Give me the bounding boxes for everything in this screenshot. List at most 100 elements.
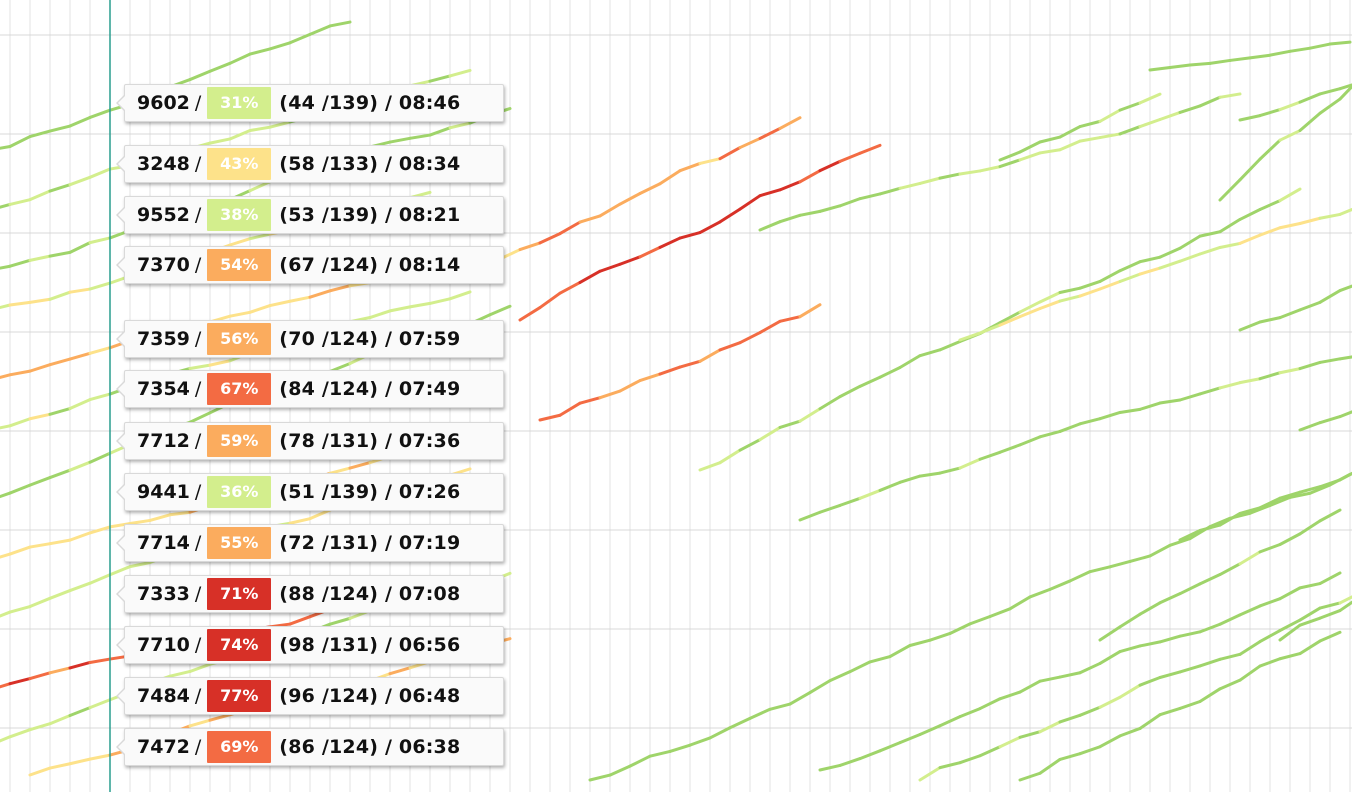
series-segment bbox=[1038, 148, 1062, 155]
series-segment bbox=[1218, 217, 1242, 234]
series-segment bbox=[898, 732, 922, 745]
series-segment bbox=[758, 319, 782, 335]
progress-stats: (72 /131) / 07:19 bbox=[279, 532, 461, 554]
series-segment bbox=[658, 365, 682, 376]
series-segment bbox=[938, 172, 962, 180]
series-segment bbox=[288, 517, 312, 525]
series-segment bbox=[958, 457, 982, 470]
series-segment bbox=[68, 757, 92, 766]
series-segment bbox=[0, 264, 12, 270]
series-segment bbox=[1308, 483, 1332, 495]
series-segment bbox=[0, 610, 12, 618]
series-segment bbox=[558, 220, 582, 236]
series-segment bbox=[808, 679, 832, 695]
series-segment bbox=[878, 480, 902, 492]
series-segment bbox=[288, 295, 312, 303]
series-segment bbox=[1058, 752, 1082, 761]
series-segment bbox=[48, 407, 72, 416]
series-segment bbox=[798, 169, 822, 184]
series-segment bbox=[1258, 371, 1282, 381]
series-segment bbox=[1068, 570, 1092, 583]
series-segment bbox=[188, 363, 212, 370]
series-segment bbox=[48, 762, 72, 770]
progress-stats: (78 /131) / 07:36 bbox=[279, 430, 461, 452]
series-segment bbox=[1198, 245, 1222, 256]
percent-badge: 43% bbox=[207, 148, 272, 180]
series-segment bbox=[738, 438, 762, 452]
series-segment bbox=[978, 165, 1002, 173]
series-segment bbox=[48, 183, 72, 193]
series-segment bbox=[748, 707, 772, 720]
series-segment bbox=[598, 389, 622, 400]
series-segment bbox=[128, 518, 152, 526]
series-segment bbox=[1198, 573, 1222, 586]
series-segment bbox=[8, 483, 32, 495]
separator: / bbox=[194, 583, 202, 605]
series-segment bbox=[958, 754, 982, 765]
series-segment bbox=[448, 121, 472, 130]
series-segment bbox=[1228, 56, 1252, 62]
series-segment bbox=[188, 411, 212, 424]
series-segment bbox=[1218, 92, 1242, 99]
series-id: 9441 bbox=[137, 481, 190, 503]
series-segment bbox=[28, 297, 52, 304]
series-segment bbox=[1318, 212, 1342, 220]
series-segment bbox=[268, 120, 292, 129]
series-segment bbox=[698, 348, 722, 363]
series-segment bbox=[1258, 316, 1282, 324]
series-segment bbox=[1178, 630, 1202, 638]
series-segment bbox=[8, 300, 32, 307]
tooltip-row: 9552/38% (53 /139) / 08:21 bbox=[116, 196, 504, 234]
series-segment bbox=[1278, 586, 1302, 601]
series-segment bbox=[1278, 618, 1302, 633]
series-segment bbox=[788, 691, 812, 706]
tooltip-row: 9441/36% (51 /139) / 07:26 bbox=[116, 473, 504, 511]
series-segment bbox=[758, 425, 782, 442]
series-segment bbox=[1148, 543, 1172, 558]
series-segment bbox=[28, 722, 52, 732]
tooltip-row: 7359/56% (70 /124) / 07:59 bbox=[116, 320, 504, 358]
series-segment bbox=[1058, 125, 1082, 139]
percent-badge: 36% bbox=[207, 476, 272, 508]
series-segment bbox=[0, 682, 12, 689]
series-segment bbox=[858, 749, 882, 761]
series-segment bbox=[678, 359, 702, 369]
series-segment bbox=[1278, 652, 1302, 661]
series-segment bbox=[308, 289, 332, 299]
series-segment bbox=[578, 214, 602, 224]
series-segment bbox=[1318, 571, 1342, 586]
series-segment bbox=[1218, 381, 1242, 390]
percent-badge: 54% bbox=[207, 249, 272, 281]
series-segment bbox=[248, 180, 272, 193]
percent-badge: 31% bbox=[207, 87, 272, 119]
series-segment bbox=[898, 181, 922, 190]
series-segment bbox=[818, 395, 842, 411]
series-segment bbox=[188, 69, 212, 82]
series-segment bbox=[248, 125, 272, 132]
series-segment bbox=[1018, 151, 1042, 162]
series-segment bbox=[88, 167, 112, 179]
series-segment bbox=[838, 496, 862, 507]
series-segment bbox=[898, 474, 922, 484]
tooltip-row: 7484/77% (96 /124) / 06:48 bbox=[116, 677, 504, 715]
series-segment bbox=[1078, 119, 1102, 129]
series-segment bbox=[208, 137, 232, 145]
series-segment bbox=[958, 331, 982, 342]
series-segment bbox=[698, 461, 722, 472]
series-segment bbox=[68, 351, 92, 361]
tooltip-row: 7370/54% (67 /124) / 08:14 bbox=[116, 246, 504, 284]
series-segment bbox=[778, 213, 802, 224]
series-segment bbox=[1178, 582, 1202, 596]
series-segment bbox=[1118, 272, 1142, 283]
series-segment bbox=[88, 236, 112, 245]
series-segment bbox=[1158, 592, 1182, 605]
series-segment bbox=[858, 375, 882, 388]
series-segment bbox=[1168, 537, 1192, 547]
series-segment bbox=[1338, 595, 1352, 605]
separator: / bbox=[194, 634, 202, 656]
series-segment bbox=[858, 488, 882, 500]
series-segment bbox=[958, 707, 982, 719]
series-segment bbox=[0, 373, 12, 379]
series-segment bbox=[578, 269, 602, 284]
